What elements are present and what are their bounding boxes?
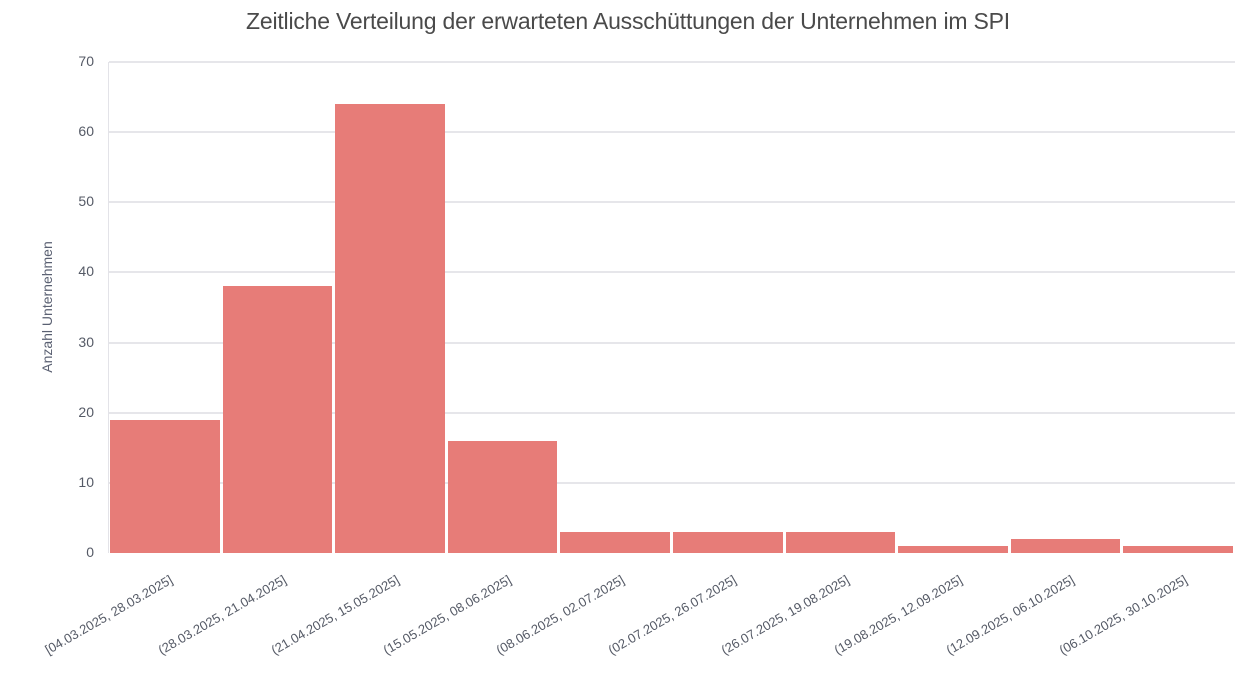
gridline [109,271,1235,274]
y-tick-label: 20 [78,403,94,420]
chart-title: Zeitliche Verteilung der erwarteten Auss… [246,8,1010,34]
y-tick-label: 10 [78,473,94,490]
histogram-bar [898,546,1008,553]
y-tick-label: 70 [78,53,94,69]
histogram-bar [1123,546,1233,553]
y-tick-label: 50 [78,193,94,210]
plot-area [108,61,1235,553]
gridline [109,481,1235,484]
histogram-bar [560,531,670,553]
gridline [109,201,1235,204]
y-tick-label: 40 [78,263,94,280]
histogram-bar [447,440,558,553]
histogram-bar [110,419,220,553]
gridline [109,411,1235,414]
y-axis-label: Anzahl Unternehmen [39,241,55,373]
x-axis: [04.03.2025, 28.03.2025] (28.03.2025, 21.… [43,572,1234,672]
histogram-bar [1010,538,1121,553]
histogram-bar [673,531,783,553]
gridline [109,341,1235,344]
histogram-bar [335,104,445,553]
histogram-bar [222,286,333,553]
y-tick-label: 0 [86,544,94,560]
y-tick-label: 60 [78,123,94,140]
y-tick-label: 30 [78,333,94,350]
gridline [109,61,1235,63]
histogram-bar [785,531,896,553]
gridline [109,131,1235,134]
